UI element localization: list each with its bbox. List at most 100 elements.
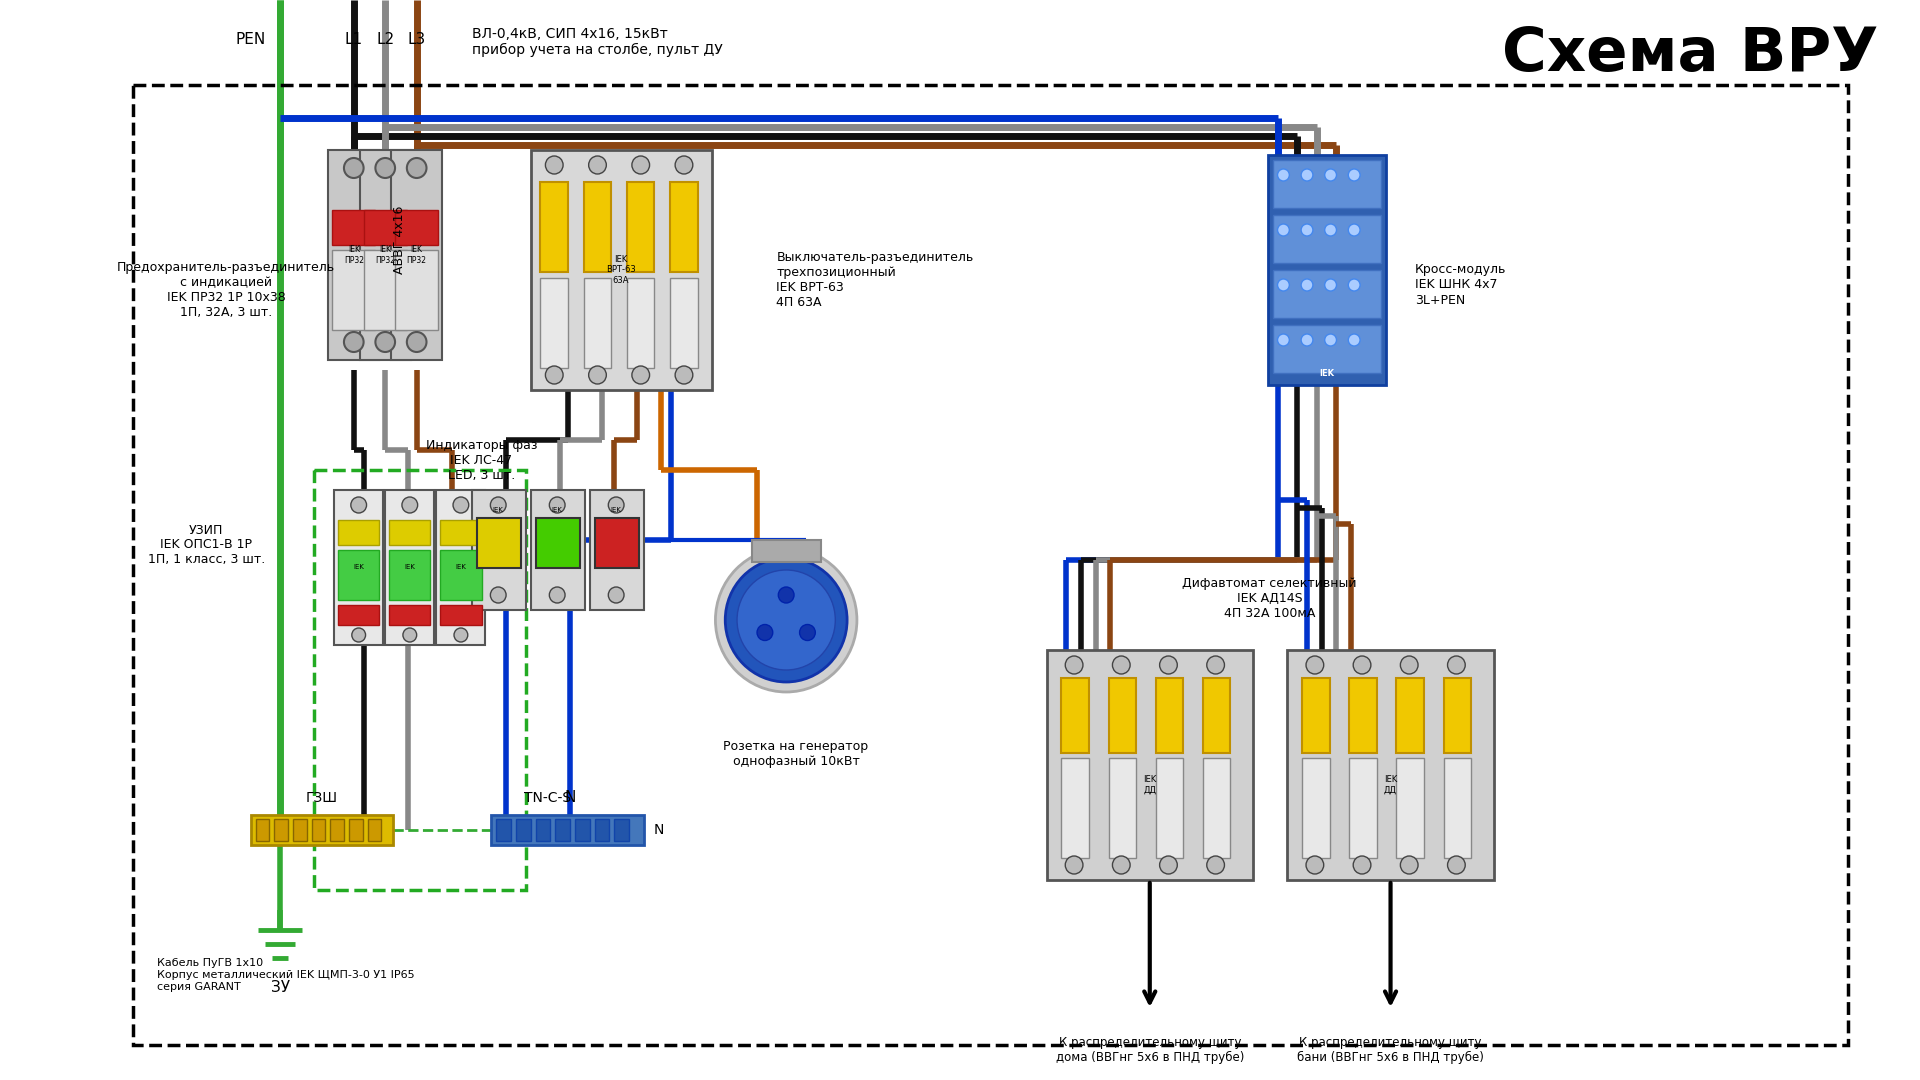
Bar (275, 819, 288, 841)
Bar (1396, 678, 1425, 753)
Bar (584, 278, 611, 368)
Bar (536, 819, 551, 841)
Circle shape (1306, 656, 1323, 674)
Bar (595, 518, 639, 568)
Circle shape (351, 497, 367, 513)
Text: ГЗШ: ГЗШ (305, 791, 338, 805)
Bar (1046, 650, 1254, 880)
Bar (1108, 758, 1137, 858)
Circle shape (549, 588, 564, 603)
Bar (390, 605, 430, 625)
Circle shape (1302, 168, 1313, 181)
Bar (555, 819, 570, 841)
Bar (541, 183, 568, 272)
Circle shape (1066, 656, 1083, 674)
Text: IEK
ВРТ-63
63А: IEK ВРТ-63 63А (607, 255, 636, 285)
Bar (1350, 678, 1377, 753)
Circle shape (609, 588, 624, 603)
Bar (1062, 758, 1089, 858)
Text: IEK: IEK (551, 507, 563, 513)
Circle shape (1306, 856, 1323, 874)
Circle shape (453, 497, 468, 513)
Text: IEK: IEK (455, 564, 467, 570)
Bar (536, 518, 580, 568)
Bar (1302, 758, 1331, 858)
Circle shape (376, 332, 396, 352)
Circle shape (344, 332, 363, 352)
Circle shape (376, 158, 396, 178)
Bar (332, 249, 376, 330)
Bar (584, 183, 611, 272)
Circle shape (401, 497, 419, 513)
Text: Схема ВРУ: Схема ВРУ (1501, 26, 1878, 84)
Circle shape (407, 158, 426, 178)
Text: N: N (653, 823, 664, 837)
Bar (311, 819, 324, 841)
Text: IEK
ПР32: IEK ПР32 (374, 245, 396, 265)
Bar (1108, 678, 1137, 753)
Bar (390, 550, 430, 600)
Bar (1156, 758, 1183, 858)
Bar (495, 819, 511, 841)
Bar (1444, 758, 1471, 858)
Text: N: N (564, 789, 576, 805)
Circle shape (1354, 656, 1371, 674)
Text: Индикаторы фаз
IEK ЛС-47
LED, 3 шт.: Индикаторы фаз IEK ЛС-47 LED, 3 шт. (426, 438, 538, 482)
Bar (1444, 678, 1471, 753)
Text: ЗУ: ЗУ (271, 980, 290, 995)
Text: Розетка на генератор
однофазный 10кВт: Розетка на генератор однофазный 10кВт (724, 740, 868, 768)
Text: IEK: IEK (353, 564, 365, 570)
Circle shape (1302, 224, 1313, 237)
Circle shape (351, 627, 365, 642)
Bar (1156, 678, 1183, 753)
Bar (440, 605, 482, 625)
Circle shape (549, 497, 564, 513)
Bar (396, 249, 438, 330)
Bar (334, 490, 384, 645)
Circle shape (1348, 334, 1359, 346)
Circle shape (1160, 656, 1177, 674)
Circle shape (609, 497, 624, 513)
Circle shape (1400, 656, 1419, 674)
Circle shape (589, 366, 607, 384)
Text: L2: L2 (376, 32, 394, 48)
Bar (1396, 758, 1425, 858)
Circle shape (1325, 224, 1336, 237)
Bar (1202, 678, 1231, 753)
Text: L1: L1 (346, 32, 363, 48)
Bar (541, 278, 568, 368)
Circle shape (1325, 334, 1336, 346)
Bar (530, 490, 586, 610)
Text: L3: L3 (407, 32, 426, 48)
Circle shape (716, 548, 856, 692)
Circle shape (1325, 168, 1336, 181)
Bar (330, 819, 344, 841)
Bar (628, 183, 655, 272)
Text: Кросс-модуль
IEK ШНК 4х7
3L+PEN: Кросс-модуль IEK ШНК 4х7 3L+PEN (1415, 264, 1507, 307)
Text: АВВГ 4х16: АВВГ 4х16 (394, 206, 407, 274)
Circle shape (453, 627, 468, 642)
Bar (255, 819, 269, 841)
Circle shape (737, 570, 835, 670)
Bar (670, 278, 697, 368)
Bar (574, 819, 589, 841)
Bar (614, 819, 630, 841)
Text: IEK: IEK (1319, 368, 1334, 378)
Text: IEK
ПР32: IEK ПР32 (407, 245, 426, 265)
Circle shape (1208, 656, 1225, 674)
Text: К распределительному щиту
бани (ВВГнг 5х6 в ПНД трубе): К распределительному щиту бани (ВВГнг 5х… (1298, 1036, 1484, 1064)
Text: IEK
ДД: IEK ДД (1384, 775, 1398, 795)
Bar (1350, 758, 1377, 858)
Circle shape (1208, 856, 1225, 874)
Text: УЗИП
IEK ОПС1-В 1Р
1П, 1 класс, 3 шт.: УЗИП IEK ОПС1-В 1Р 1П, 1 класс, 3 шт. (148, 524, 265, 567)
Bar (589, 490, 643, 610)
Circle shape (589, 156, 607, 174)
Text: Кабель ПуГВ 1х10
Корпус металлический IEK ЩМП-3-0 У1 IP65
серия GARANT: Кабель ПуГВ 1х10 Корпус металлический IE… (157, 958, 415, 991)
Bar (338, 550, 380, 600)
Circle shape (676, 156, 693, 174)
Bar (338, 519, 380, 545)
Circle shape (1348, 279, 1359, 291)
Circle shape (1348, 168, 1359, 181)
Circle shape (1348, 224, 1359, 237)
Bar (315, 470, 526, 890)
